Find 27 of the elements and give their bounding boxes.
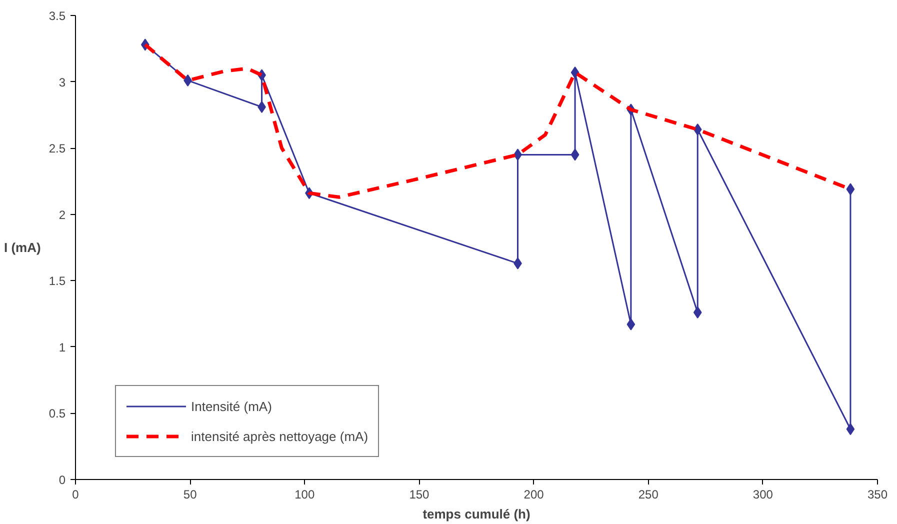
x-tick-label: 150	[409, 488, 430, 502]
point	[693, 306, 702, 318]
y-tick-label: 3	[58, 75, 66, 90]
x-tick-label: 200	[524, 488, 544, 502]
point	[693, 124, 702, 136]
point	[570, 66, 580, 79]
y-tick-label: 3.5	[48, 9, 66, 23]
x-tick-label: 300	[752, 488, 774, 502]
x-tick-label: 100	[294, 488, 315, 502]
y-tick-label: 0	[58, 473, 66, 487]
legend-label: intensité après nettoyage (mA)	[191, 428, 368, 444]
point	[846, 183, 855, 196]
x-tick-label: 350	[867, 488, 888, 502]
x-tick-label: 50	[183, 488, 198, 502]
x-tick-label: 250	[638, 488, 659, 502]
y-tick-label: 0.5	[48, 406, 66, 421]
y-tick-label: 1	[58, 340, 66, 354]
y-tick-label: 2.5	[48, 142, 66, 156]
y-axis-title: I (mA)	[4, 240, 41, 255]
legend-label: Intensité (mA)	[191, 398, 272, 414]
point	[846, 423, 855, 436]
x-tick-label: 0	[72, 488, 80, 502]
x-axis-title: temps cumulé (h)	[422, 506, 530, 522]
y-tick-label: 2	[58, 208, 66, 222]
point	[626, 318, 636, 330]
point	[570, 148, 580, 161]
y-tick-label: 1.5	[48, 274, 66, 288]
